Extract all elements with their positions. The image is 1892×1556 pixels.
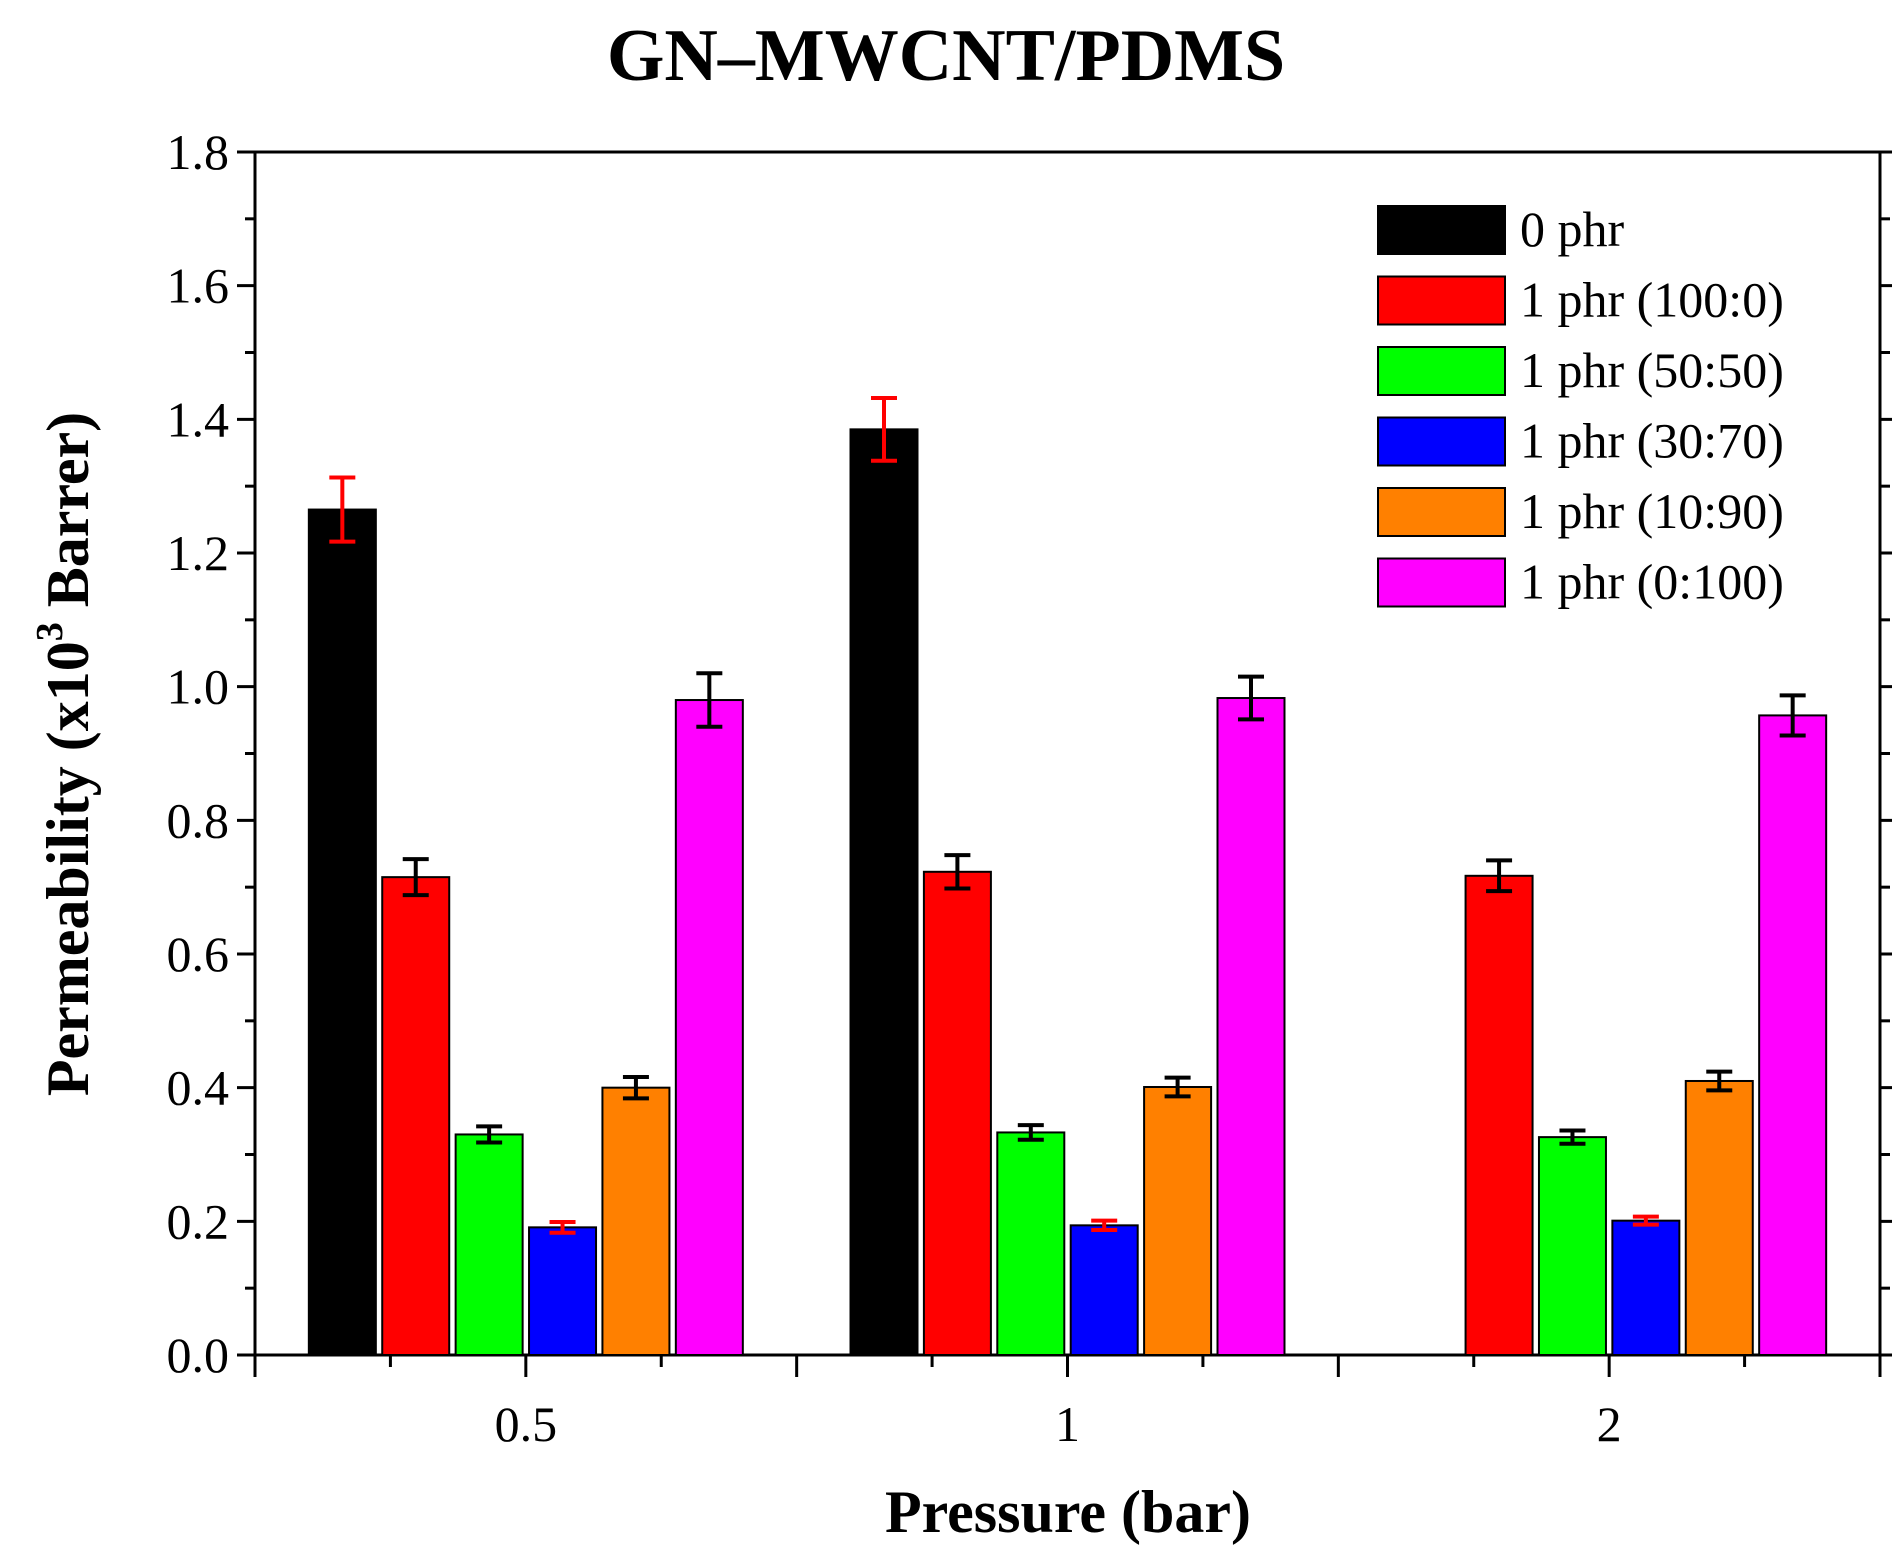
legend-swatch <box>1377 275 1506 326</box>
x-tick-label: 0.5 <box>495 1396 558 1452</box>
bars-layer <box>307 428 1828 1357</box>
y-axis-label-superscript: 3 <box>29 622 71 641</box>
legend-swatch <box>1377 346 1506 396</box>
y-tick-label: 0.8 <box>167 792 230 848</box>
y-axis: 0.0 0.2 0.4 0.6 0.8 1.0 1.2 1.4 1.6 1.8 <box>167 124 1892 1383</box>
bar <box>528 1226 598 1357</box>
legend-label: 1 phr (100:0) <box>1520 272 1784 328</box>
bar <box>1758 714 1828 1356</box>
y-tick-label: 0.2 <box>167 1193 230 1249</box>
bar <box>381 876 451 1356</box>
legend-swatch <box>1377 416 1506 467</box>
y-tick-label: 1.0 <box>167 659 230 715</box>
bar <box>996 1131 1066 1356</box>
x-tick-label: 1 <box>1055 1396 1080 1452</box>
bar <box>454 1133 524 1356</box>
bar <box>1069 1224 1139 1357</box>
chart-title: GN–MWCNT/PDMS <box>607 15 1285 97</box>
legend-swatch <box>1377 205 1506 255</box>
x-tick-label: 2 <box>1597 1396 1622 1452</box>
y-tick-label: 1.4 <box>167 391 230 447</box>
y-axis-label-suffix: Barrer) <box>35 412 101 622</box>
y-axis-label: Permeability (x103 Barrer) <box>29 412 101 1096</box>
error-bars-layer <box>329 395 1806 1235</box>
y-tick-label: 0.4 <box>167 1060 230 1116</box>
legend-swatch <box>1377 487 1506 537</box>
legend-label: 1 phr (50:50) <box>1520 342 1784 398</box>
legend-label: 1 phr (0:100) <box>1520 554 1784 610</box>
bar <box>1464 874 1534 1356</box>
y-tick-label: 1.2 <box>167 525 230 581</box>
bar <box>1537 1136 1607 1356</box>
bar <box>1684 1079 1754 1356</box>
bar <box>601 1086 671 1356</box>
bar <box>922 870 992 1356</box>
legend-label: 1 phr (30:70) <box>1520 413 1784 469</box>
legend: 0 phr 1 phr (100:0) 1 phr (50:50) 1 phr (30… <box>1377 201 1784 610</box>
x-axis: 0.5 1 2 <box>253 1355 1882 1452</box>
bar <box>307 508 377 1356</box>
bar <box>1611 1219 1681 1357</box>
y-axis-label-prefix: Permeability (x10 <box>35 641 101 1096</box>
bar <box>849 428 919 1356</box>
y-tick-label: 1.6 <box>167 258 230 314</box>
y-tick-label: 0.0 <box>167 1327 230 1383</box>
bar <box>674 699 744 1356</box>
legend-label: 0 phr <box>1520 201 1625 257</box>
y-tick-label: 1.8 <box>167 124 230 180</box>
y-tick-label: 0.6 <box>167 926 230 982</box>
legend-label: 1 phr (10:90) <box>1520 483 1784 539</box>
bar <box>1216 697 1286 1356</box>
x-axis-label: Pressure (bar) <box>885 1479 1251 1545</box>
legend-swatch <box>1377 557 1506 608</box>
bar <box>1143 1085 1213 1356</box>
